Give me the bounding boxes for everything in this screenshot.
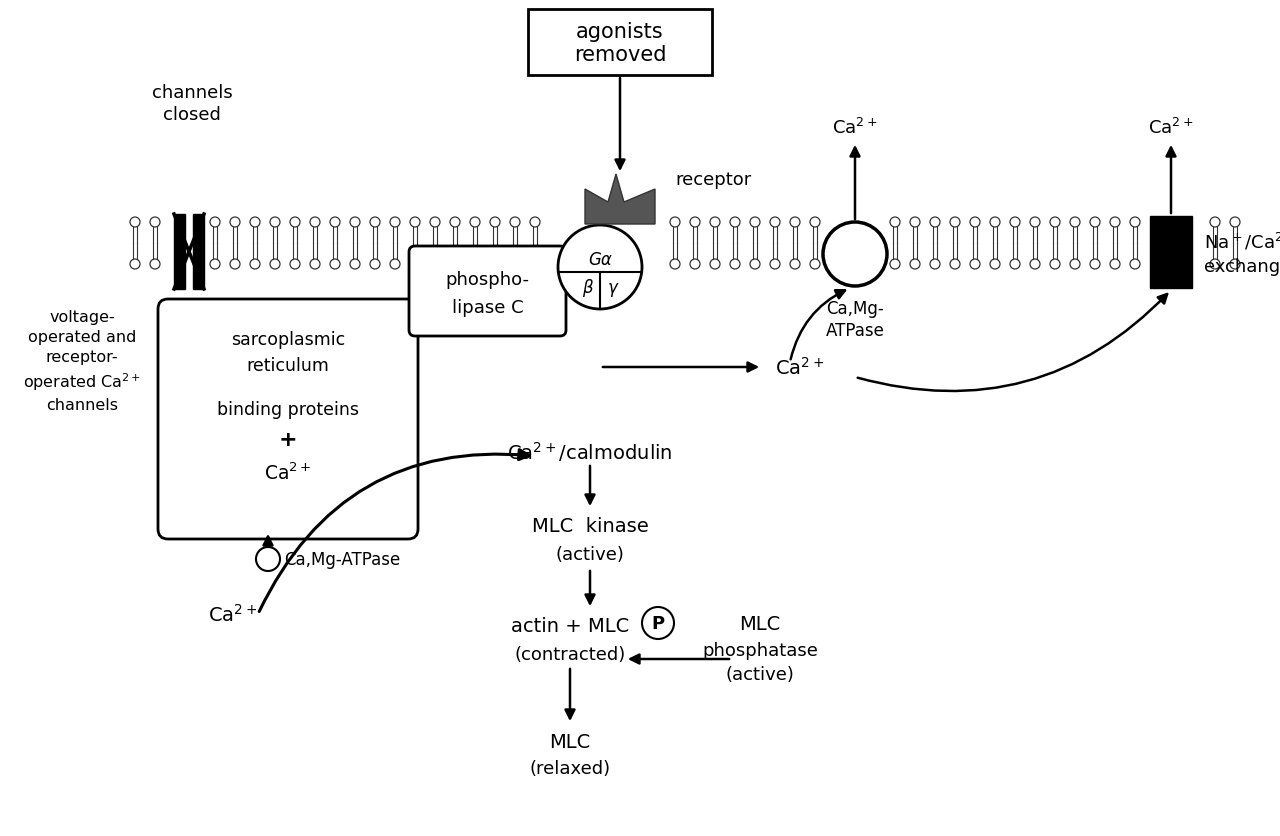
Text: Ca$^{2+}$: Ca$^{2+}$ — [209, 604, 257, 625]
Text: ATPase: ATPase — [826, 322, 884, 339]
Text: Ca$^{2+}$: Ca$^{2+}$ — [265, 461, 311, 483]
Bar — [174, 215, 186, 289]
Text: β: β — [581, 278, 593, 297]
Text: P: P — [652, 614, 664, 632]
Text: (contracted): (contracted) — [515, 645, 626, 663]
Text: (relaxed): (relaxed) — [530, 759, 611, 777]
Bar — [1149, 217, 1192, 288]
Text: reticulum: reticulum — [247, 357, 329, 375]
Polygon shape — [585, 175, 655, 225]
Text: closed: closed — [163, 106, 221, 124]
Circle shape — [823, 222, 887, 287]
Text: Ca$^{2+}$/calmodulin: Ca$^{2+}$/calmodulin — [507, 440, 673, 463]
Text: binding proteins: binding proteins — [218, 400, 358, 419]
Text: Gα: Gα — [588, 251, 612, 268]
Text: MLC  kinase: MLC kinase — [531, 517, 649, 536]
Text: voltage-
operated and
receptor-
operated Ca$^{2+}$
channels: voltage- operated and receptor- operated… — [23, 309, 141, 412]
FancyBboxPatch shape — [157, 299, 419, 539]
Text: exchanger: exchanger — [1204, 258, 1280, 276]
Text: phospho-: phospho- — [445, 271, 530, 289]
Text: (active): (active) — [556, 545, 625, 563]
Circle shape — [558, 226, 643, 309]
Bar — [193, 215, 204, 289]
Text: Ca$^{2+}$: Ca$^{2+}$ — [832, 118, 878, 138]
Text: lipase C: lipase C — [452, 298, 524, 316]
Text: Ca$^{2+}$: Ca$^{2+}$ — [1148, 118, 1194, 138]
FancyBboxPatch shape — [529, 10, 712, 76]
Text: Ca$^{2+}$: Ca$^{2+}$ — [776, 357, 824, 379]
Text: agonists: agonists — [576, 23, 664, 43]
Text: phosphatase: phosphatase — [701, 641, 818, 660]
Text: MLC: MLC — [549, 732, 590, 751]
Text: +: + — [279, 430, 297, 450]
Circle shape — [256, 548, 280, 571]
Text: γ: γ — [608, 278, 618, 297]
FancyBboxPatch shape — [410, 247, 566, 337]
Text: channels: channels — [151, 84, 233, 102]
Text: Ca,Mg-ATPase: Ca,Mg-ATPase — [284, 550, 401, 568]
Text: MLC: MLC — [740, 614, 781, 634]
Text: removed: removed — [573, 45, 667, 65]
Text: (active): (active) — [726, 665, 795, 683]
Text: Ca,Mg-: Ca,Mg- — [826, 299, 884, 318]
Text: sarcoplasmic: sarcoplasmic — [230, 330, 346, 349]
Text: Na$^+$/Ca$^{2+}$: Na$^+$/Ca$^{2+}$ — [1204, 232, 1280, 252]
Circle shape — [643, 607, 675, 640]
Text: actin + MLC: actin + MLC — [511, 617, 630, 635]
Text: receptor: receptor — [675, 171, 751, 189]
